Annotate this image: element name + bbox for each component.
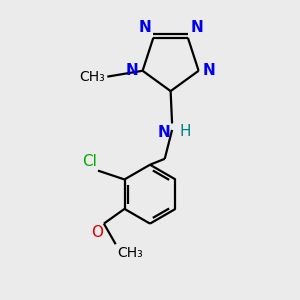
- Text: CH₃: CH₃: [79, 70, 105, 84]
- Text: N: N: [158, 125, 171, 140]
- Text: H: H: [179, 124, 191, 140]
- Text: CH₃: CH₃: [117, 246, 143, 260]
- Text: O: O: [91, 225, 103, 240]
- Text: N: N: [202, 63, 215, 78]
- Text: N: N: [138, 20, 151, 35]
- Text: N: N: [190, 20, 203, 35]
- Text: Cl: Cl: [82, 154, 97, 169]
- Text: N: N: [126, 63, 139, 78]
